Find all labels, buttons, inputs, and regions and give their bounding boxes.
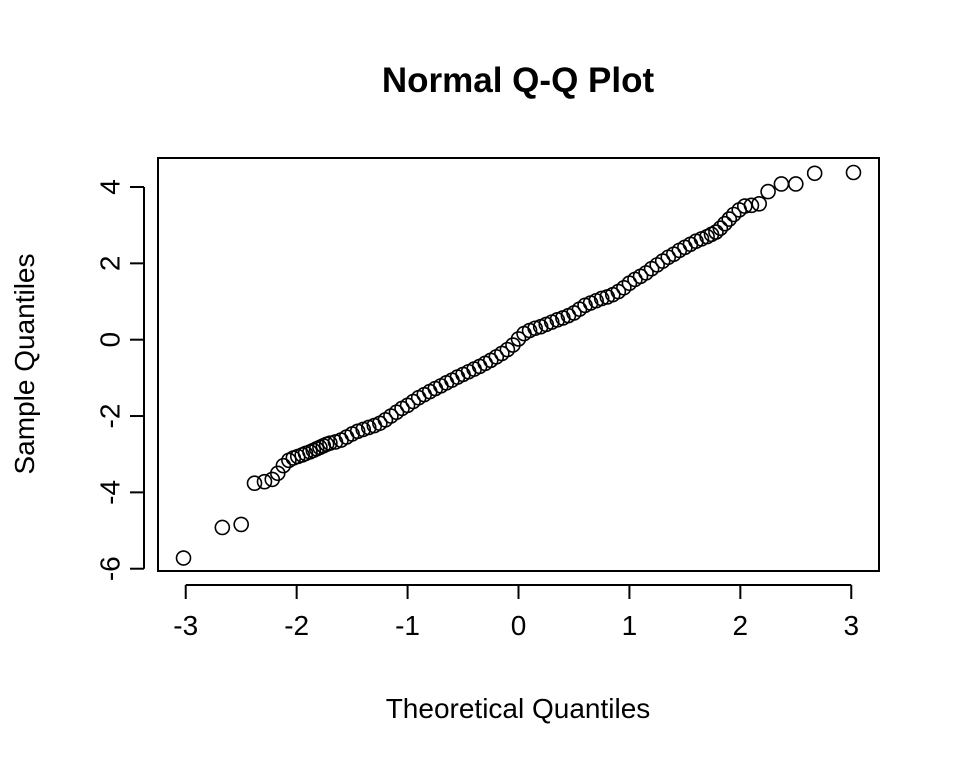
x-tick-label: 2 <box>733 610 749 641</box>
data-point <box>773 176 790 192</box>
data-point <box>256 473 273 490</box>
y-tick-label: -6 <box>95 556 126 581</box>
data-point <box>751 196 768 212</box>
data-point <box>845 164 862 181</box>
data-point <box>246 475 263 492</box>
x-tick-label: -3 <box>173 610 198 641</box>
data-point <box>175 550 192 566</box>
x-tick-label: 3 <box>843 610 859 641</box>
x-tick-label: 0 <box>511 610 527 641</box>
data-point <box>322 435 338 451</box>
y-tick-label: 2 <box>95 256 126 272</box>
y-tick-label: -4 <box>95 480 126 505</box>
data-point <box>264 471 281 488</box>
data-point <box>214 519 231 536</box>
x-tick-label: -1 <box>395 610 420 641</box>
x-tick-label: -2 <box>284 610 309 641</box>
data-point <box>233 516 249 533</box>
x-tick-label: 1 <box>622 610 638 641</box>
chart-title: Normal Q-Q Plot <box>382 61 655 100</box>
data-point <box>638 265 654 281</box>
data-point <box>708 224 724 240</box>
data-point <box>616 279 632 296</box>
data-point <box>717 215 733 232</box>
data-point <box>510 331 527 347</box>
data-point <box>275 457 292 474</box>
data-point <box>712 220 729 237</box>
y-axis-label: Sample Quantiles <box>9 253 40 474</box>
x-axis: -3 -2 -1 0 1 2 3 <box>173 584 859 641</box>
data-point <box>760 183 776 200</box>
data-points <box>175 164 862 566</box>
data-point <box>743 197 760 214</box>
data-point <box>721 211 738 227</box>
data-point <box>806 165 823 182</box>
x-axis-label: Theoretical Quantiles <box>386 693 651 724</box>
data-point <box>725 206 742 223</box>
plot-frame <box>157 157 880 572</box>
data-point <box>788 176 804 192</box>
y-tick-label: 4 <box>95 179 126 195</box>
y-tick-label: 0 <box>95 332 126 348</box>
data-point <box>499 341 516 358</box>
y-tick-label: -2 <box>95 404 126 429</box>
y-axis: -6 -4 -2 0 2 4 <box>95 179 145 581</box>
